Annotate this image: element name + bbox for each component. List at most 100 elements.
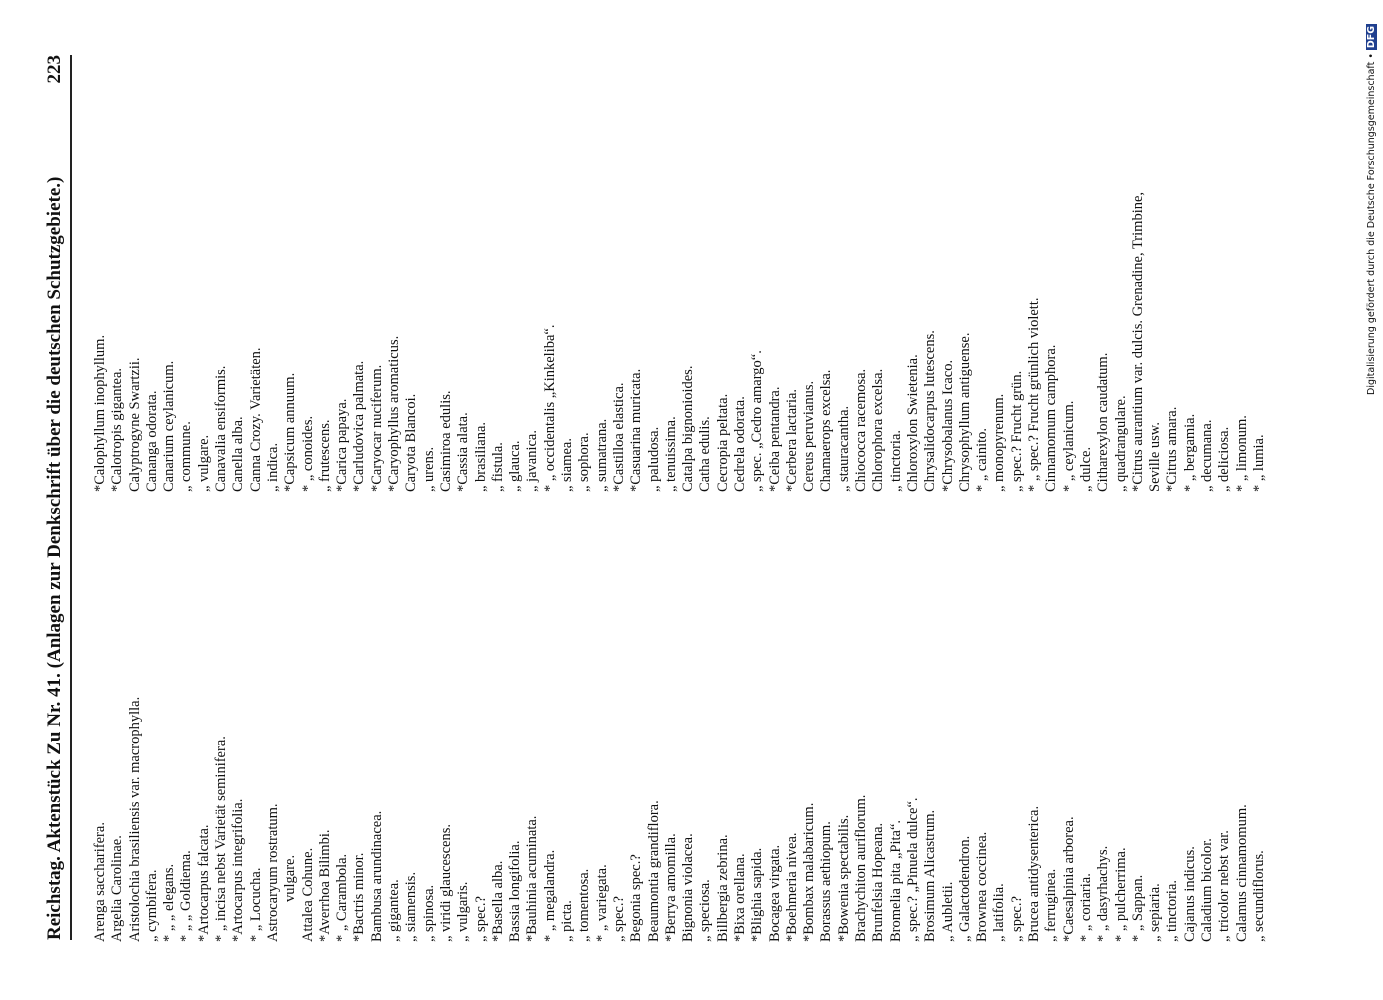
- footer: Digitalisierung gefördert durch die Deut…: [1366, 5, 1377, 395]
- entry-line: *Cerbera lactaria.: [783, 388, 800, 492]
- entry-line: *Averrhoa Bilimbi.: [316, 829, 333, 943]
- entry-line: Canna Crozy. Varietäten.: [247, 347, 264, 492]
- entry-line: *Basella alba.: [489, 860, 506, 942]
- entry-line: „ spec.? Frucht grün.: [1008, 370, 1025, 492]
- entry-line: Catha edulis.: [697, 416, 714, 492]
- entry-line: Astrocaryum rostratum.: [264, 803, 281, 942]
- running-title: Reichstag. Aktenstück Zu Nr. 41. (Anlage…: [44, 176, 65, 940]
- entry-line: *Berrya amomilla.: [662, 833, 679, 942]
- entry-line: „ ferruginea.: [1043, 868, 1060, 942]
- entry-line: *Calophyllum inophyllum.: [92, 334, 108, 492]
- footer-text: Digitalisierung gefördert durch die Deut…: [1366, 53, 1377, 395]
- entry-line: * „ Sappan.: [1129, 874, 1146, 942]
- entry-line: „ Aubletii.: [939, 881, 956, 942]
- entry-line: * „ bergamia.: [1181, 413, 1198, 492]
- entry-line: Chrysophyllum antiguense.: [956, 332, 973, 493]
- entry-line: Argelia Carolinae.: [109, 835, 126, 942]
- entry-line: „ urens.: [420, 446, 437, 492]
- entry-line: „ sepiaria.: [1147, 883, 1164, 942]
- entry-line: Caryota Blancoi.: [403, 393, 420, 492]
- entry-line: * „ Locucha.: [247, 867, 264, 942]
- entry-line: *Artocarpus falcata.: [195, 824, 212, 942]
- entry-line: Canavalia ensiformis.: [213, 365, 230, 492]
- entry-line: Bromelia pita „Pita“.: [887, 819, 904, 942]
- entry-line: „ spec.?: [610, 896, 627, 942]
- entry-line: „ tinctoria.: [887, 429, 904, 492]
- entry-line: Brucea antidysenterica.: [1026, 805, 1043, 942]
- entry-line: Casimiroa edulis.: [437, 390, 454, 493]
- entry-line: „ monopyrenum.: [991, 393, 1008, 492]
- entry-line: *Caryophyllus aromaticus.: [386, 335, 403, 492]
- entry-line: Cajanus indicus.: [1181, 846, 1198, 942]
- entry-line: „ brasiliana.: [472, 421, 489, 492]
- entry-line: Brachychiton auriflorum.: [853, 794, 870, 942]
- entry-line: „ siamea.: [559, 438, 576, 492]
- entry-line: Chlorophora excelsa.: [870, 368, 887, 492]
- entry-line: Canarium ceylanicum.: [161, 360, 178, 492]
- entry-line: * „ pulcherrima.: [1112, 847, 1129, 942]
- entry-line: „ spec.? „Pinuela dulce“.: [904, 797, 921, 942]
- entry-line: Calamus cinnamomum.: [1233, 804, 1250, 942]
- entry-line: *Carica papaya.: [334, 398, 351, 492]
- header: Reichstag. Aktenstück Zu Nr. 41. (Anlage…: [40, 55, 72, 940]
- entry-line: „ dulce.: [1077, 446, 1094, 492]
- entry-line: Bocagea virgata.: [766, 844, 783, 942]
- entry-line: „ frutescens.: [316, 419, 333, 492]
- entry-line: Attalea Cohune.: [299, 847, 316, 942]
- entry-line: „ spec.?: [472, 896, 489, 942]
- entry-line: „ fistula.: [489, 442, 506, 492]
- entry-line: Arenga saccharifera.: [92, 822, 108, 942]
- entry-line: „ decumana.: [1199, 419, 1215, 492]
- entry-line: „ sophora.: [576, 432, 593, 492]
- entry-line: Catalpa bignonioides.: [680, 365, 697, 492]
- entry-line: „ indica.: [264, 442, 281, 492]
- entry-line: Brosimum Alicastrum.: [922, 809, 939, 942]
- entry-line: *Artocarpus integrifolia.: [230, 798, 247, 942]
- entry-line: „ viridi glaucescens.: [437, 824, 454, 942]
- page-number: 223: [44, 55, 65, 84]
- entry-line: „ sumatrana.: [593, 418, 610, 492]
- entry-line: *Citrus amara.: [1164, 406, 1181, 492]
- entry-line: „ siamensis.: [403, 871, 420, 942]
- entry-line: „ Galactodendron.: [956, 835, 973, 942]
- entry-line: * „ spec.? Frucht grünlich violett.: [1026, 297, 1043, 493]
- entry-line: *Bombax malabaricum.: [801, 802, 818, 942]
- entry-line: *Bixa orellana.: [731, 853, 748, 942]
- entry-line: * „ occidentalis „Kinkeliba“.: [541, 324, 558, 493]
- entry-line: *Chrysobalanus Icaco.: [939, 359, 956, 492]
- entry-line: „ commune.: [178, 421, 195, 492]
- entry-line: Cananga odorata.: [143, 390, 160, 492]
- entry-line: * „ lumia.: [1250, 434, 1267, 492]
- entry-line: „ gigantea.: [386, 879, 403, 942]
- entry-line: *Boehmeria nivea.: [783, 832, 800, 942]
- entry-line: *Citrus aurantium var. dulcis. Grenadine…: [1129, 191, 1146, 492]
- column: *Calophyllum inophyllum. *Calotropis giga…: [92, 62, 1268, 492]
- entry-line: „ paludosa.: [645, 426, 662, 492]
- entry-line: „ tenuissima.: [662, 416, 679, 492]
- entry-line: Chiococca racemosa.: [853, 368, 870, 492]
- entry-line: Aristolochia brasiliensis var. macrophyl…: [126, 696, 143, 942]
- entry-line: „ glauca.: [507, 440, 524, 492]
- entry-line: *Ceiba pentandra.: [766, 386, 783, 493]
- entry-line: „ stauracantha.: [835, 405, 852, 492]
- entry-line: * „ incisa nebst Varietät seminifera.: [213, 736, 230, 942]
- entry-line: Cinnamomum camphora.: [1043, 344, 1060, 492]
- entry-line: *Cassia alata.: [455, 412, 472, 492]
- entry-line: Caladium bicolor.: [1199, 838, 1215, 942]
- entry-line: *Casuarina muricata.: [628, 368, 645, 492]
- entry-line: *Capsicum annuum.: [282, 372, 299, 492]
- entry-line: Beaumontia grandiflora.: [645, 800, 662, 942]
- entry-line: * „ dasyrhachys.: [1095, 845, 1112, 942]
- entry-line: Chamaerops excelsa.: [818, 369, 835, 492]
- entry-line: Canella alba.: [230, 416, 247, 492]
- entry-line: vulgare.: [282, 854, 299, 902]
- entry-line: „ tomentosa.: [576, 868, 593, 942]
- entry-line: „ quadrangulare.: [1112, 395, 1129, 492]
- entry-line: * „ coriaria.: [1077, 873, 1094, 942]
- entry-line: * „ cainito.: [974, 427, 991, 492]
- entry-line: „ vulgaris.: [455, 881, 472, 942]
- entry-line: Bassia longifolia.: [507, 840, 524, 943]
- entry-line: * „ conoides.: [299, 415, 316, 492]
